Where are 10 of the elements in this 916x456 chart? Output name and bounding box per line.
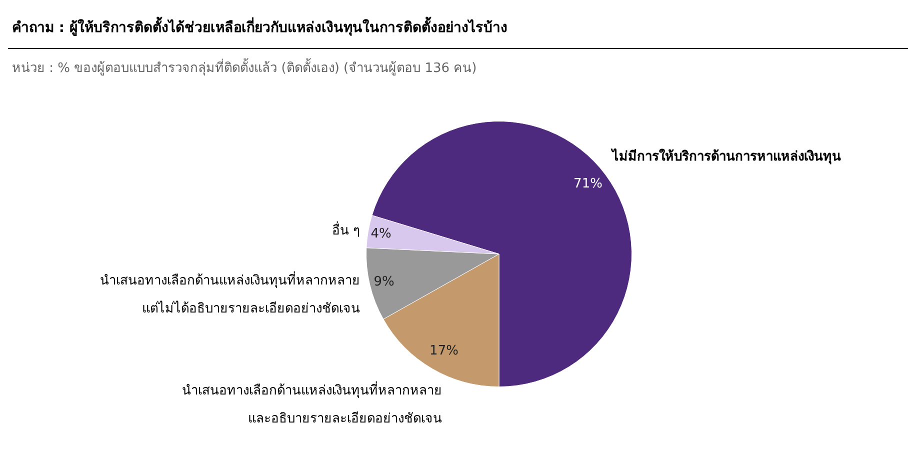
slice-label: นำเสนอทางเลือกด้านแหล่งเงินทุนที่หลากหลาย และอธิบายรายละเอียดอย่างชัดเจน — [182, 381, 442, 426]
slice-label: ไม่มีการให้บริการด้านการหาแหล่งเงินทุน — [610, 147, 841, 164]
chart-title: คำถาม : ผู้ให้บริการติดตั้งได้ช่วยเหลือเกี่ยวกับแหล่งเงินทุนในการติดตั้งอย่างไรบ้าง — [8, 8, 908, 49]
data-label: 17% — [430, 343, 458, 358]
data-label: 4% — [370, 226, 392, 242]
slice-label: นำเสนอทางเลือกด้านแหล่งเงินทุนที่หลากหลาย แต่ไม่ได้อธิบายรายละเอียดอย่างชัดเจน — [100, 271, 360, 316]
data-label: 9% — [374, 274, 394, 290]
slice-label: อื่น ๆ — [332, 221, 360, 238]
data-label: 71% — [574, 176, 602, 192]
chart-subtitle: หน่วย : % ของผู้ตอบแบบสำรวจกลุ่มที่ติดตั้งแล้ว (ติดตั้งเอง) (จำนวนผู้ตอบ 136 คน) — [11, 57, 478, 78]
